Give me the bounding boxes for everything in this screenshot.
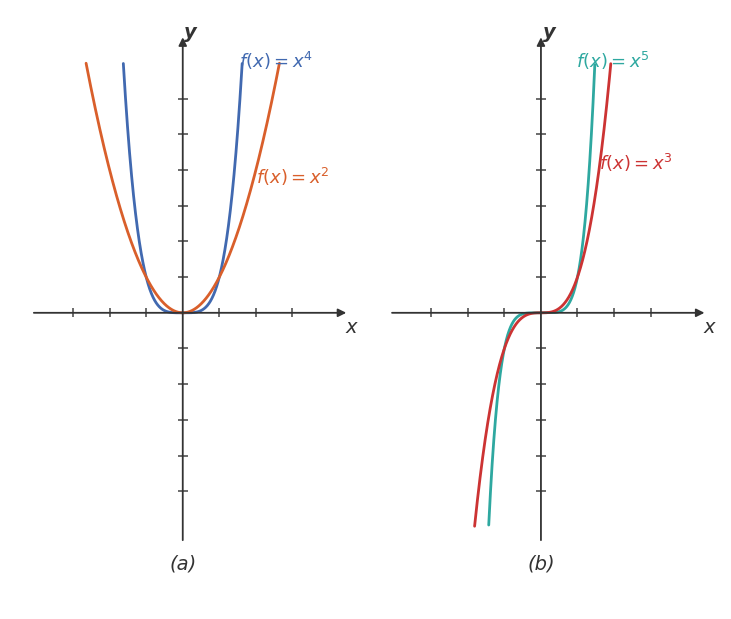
Text: $f(x) = x^4$: $f(x) = x^4$	[240, 50, 314, 72]
Text: $f(x) = x^3$: $f(x) = x^3$	[599, 152, 673, 174]
Text: x: x	[345, 318, 357, 337]
Text: x: x	[703, 318, 715, 337]
Text: $f(x) = x^2$: $f(x) = x^2$	[256, 167, 329, 188]
Text: y: y	[542, 24, 556, 42]
Text: (b): (b)	[527, 555, 555, 574]
Text: (a): (a)	[169, 555, 197, 574]
Text: $f(x) = x^5$: $f(x) = x^5$	[575, 50, 649, 72]
Text: y: y	[184, 24, 197, 42]
